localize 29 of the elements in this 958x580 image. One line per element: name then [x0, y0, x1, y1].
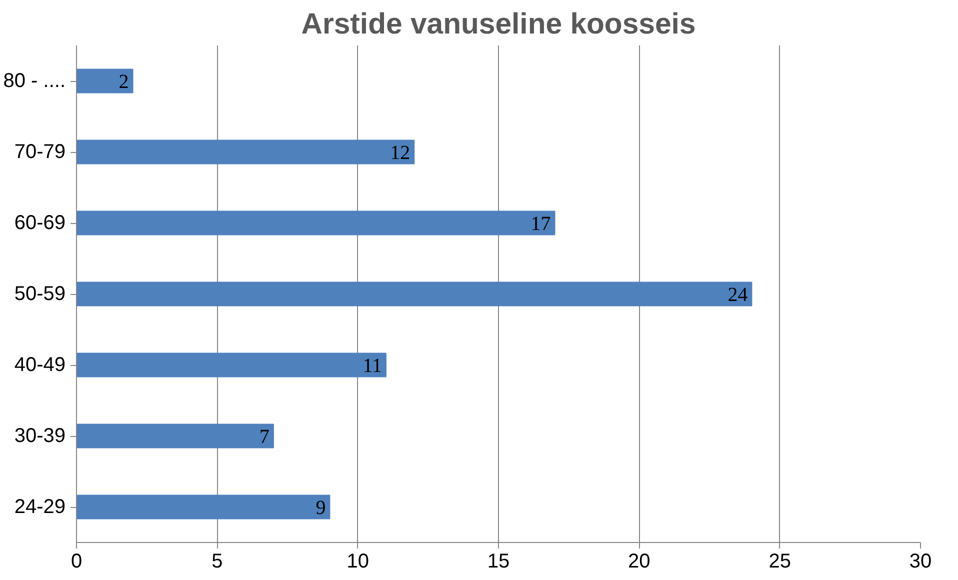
- x-tick-label: 0: [70, 550, 82, 572]
- x-tick-label: 25: [768, 550, 791, 572]
- data-label: 12: [390, 142, 410, 164]
- bar: [76, 352, 386, 378]
- data-label: 9: [316, 497, 326, 519]
- x-tick-label: 15: [487, 550, 510, 572]
- data-label: 11: [362, 355, 382, 377]
- bar: [76, 282, 752, 306]
- bar: [76, 210, 556, 236]
- y-tick-label: 80 - ....: [3, 70, 66, 92]
- chart-title: Arstide vanuseline koosseis: [301, 8, 696, 40]
- x-tick-label: 5: [212, 550, 223, 572]
- bar: [76, 494, 330, 520]
- x-tick-label: 10: [346, 550, 369, 572]
- y-tick-label: 50-59: [14, 283, 66, 305]
- data-label: 2: [118, 71, 129, 93]
- y-tick-label: 30-39: [14, 425, 66, 447]
- bar: [76, 140, 415, 164]
- y-tick-label: 60-69: [14, 212, 66, 234]
- data-label: 24: [728, 284, 748, 306]
- y-tick-label: 24-29: [14, 496, 66, 518]
- y-tick-label: 40-49: [14, 354, 66, 376]
- y-tick-label: 70-79: [14, 141, 66, 163]
- bar: [76, 68, 134, 94]
- data-label: 17: [530, 213, 551, 235]
- x-tick-label: 30: [909, 550, 932, 572]
- data-label: 7: [259, 426, 270, 448]
- x-tick-label: 20: [628, 550, 650, 572]
- bar: [76, 424, 274, 448]
